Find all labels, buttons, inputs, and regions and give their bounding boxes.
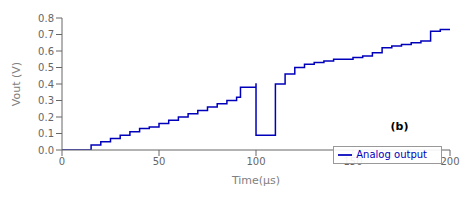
html-text:Analog output: Analog output bbox=[356, 149, 427, 160]
svg-text:50: 50 bbox=[153, 156, 166, 167]
svg-text:0.4: 0.4 bbox=[38, 79, 54, 90]
svg-text:0.5: 0.5 bbox=[38, 62, 54, 73]
svg-text:200: 200 bbox=[440, 156, 459, 167]
svg-text:0.1: 0.1 bbox=[38, 128, 54, 139]
svg-text:0.0: 0.0 bbox=[38, 145, 54, 156]
svg-text:0.7: 0.7 bbox=[38, 29, 54, 40]
svg-text:150: 150 bbox=[343, 156, 362, 167]
svg-text:100: 100 bbox=[246, 156, 265, 167]
svg-text:0: 0 bbox=[59, 156, 65, 167]
svg-text:0.2: 0.2 bbox=[38, 112, 54, 123]
svg-text:Vout (V): Vout (V) bbox=[10, 62, 23, 106]
svg-text:0.8: 0.8 bbox=[38, 13, 54, 24]
svg-text:0.6: 0.6 bbox=[38, 46, 54, 57]
svg-text:0.3: 0.3 bbox=[38, 95, 54, 106]
svg-text:Time(μs): Time(μs) bbox=[231, 174, 280, 187]
html-text:(b): (b) bbox=[390, 119, 409, 133]
